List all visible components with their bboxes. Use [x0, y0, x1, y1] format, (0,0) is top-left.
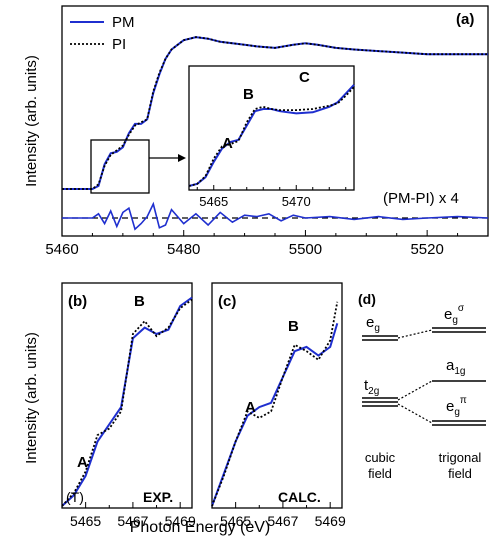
panel-a: 5460 5480 5500 5520 (a) PM PI 5465 5470 A B …	[23, 5, 489, 258]
panel-c-peak-b: B	[288, 318, 299, 335]
panel-b-frame	[61, 282, 193, 509]
inset: 5465 5470 A B C	[188, 65, 355, 209]
a1g-label: a1g	[446, 357, 465, 377]
panel-a-xtick-label: 5480	[167, 241, 200, 258]
panel-c-label: (c)	[218, 293, 236, 310]
xlabel-bottom: Photon Energy (eV)	[130, 519, 271, 536]
inset-label-a: A	[222, 135, 233, 152]
inset-label-c: C	[299, 69, 310, 86]
series-pi-line	[62, 36, 488, 190]
eg-pi-label: egπ	[446, 395, 467, 418]
eg-label: eg	[366, 314, 380, 334]
ylabel-top: Intensity (arb. units)	[23, 55, 40, 187]
panel-c-xtick-label: 5467	[267, 513, 298, 529]
eg-sigma-label: egσ	[444, 303, 465, 326]
ylabel-bottom: Intensity (arb. units)	[23, 332, 40, 464]
legend: PM PI	[70, 14, 135, 53]
panel-a-xtick-label: 5460	[45, 241, 78, 258]
legend-pi-label: PI	[112, 36, 126, 53]
panel-b-xtick-label: 5467	[117, 513, 148, 529]
panel-c-series-pm-line	[211, 323, 339, 507]
panel-d-diagram: (d) eg t2g egσ a1g egπ cubic field trigo…	[358, 291, 486, 481]
panel-c-badge: CALC.	[278, 489, 321, 505]
panel-a-label: (a)	[456, 11, 474, 28]
panel-d-label: (d)	[358, 291, 376, 307]
panel-c-peak-a: A	[245, 399, 256, 416]
zoom-box	[90, 139, 150, 194]
trigonal-field-label-1: trigonal	[439, 450, 482, 465]
panel-c-series-pi-line	[211, 301, 339, 507]
difference-label: (PM-PI) x 4	[383, 190, 459, 207]
inset-xtick-label: 5465	[199, 194, 228, 209]
cubic-field-label-2: field	[368, 466, 392, 481]
inset-xtick-label: 5470	[282, 194, 311, 209]
panel-b-series-pi-line	[61, 298, 193, 507]
cubic-field-label-1: cubic	[365, 450, 396, 465]
legend-pm-label: PM	[112, 14, 135, 31]
panel-a-xtick-label: 5500	[289, 241, 322, 258]
series-difference-line	[62, 201, 489, 231]
panel-b-xtick-label: 5469	[165, 513, 196, 529]
a1g-connector	[397, 380, 433, 401]
trigonal-field-label-2: field	[448, 466, 472, 481]
panel-b: 5465 5467 5469 (b) B A (T) EXP.	[61, 282, 196, 529]
inset-series-pm-line	[188, 84, 355, 187]
inset-series-pi-line	[188, 86, 355, 187]
panel-b-xtick-label: 5465	[70, 513, 101, 529]
panel-b-series-pm-line	[61, 296, 193, 507]
t2g-label: t2g	[364, 377, 379, 397]
inset-label-b: B	[243, 86, 254, 103]
panel-b-peak-a: A	[77, 454, 88, 471]
panel-c: 5465 5467 5469 (c) B A CALC.	[211, 282, 346, 529]
panel-b-badge: EXP.	[143, 489, 173, 505]
zoom-arrowhead	[178, 154, 186, 162]
panel-b-corner-label: (T)	[66, 489, 84, 505]
eg-connector	[397, 329, 433, 339]
panel-a-xtick-label: 5520	[410, 241, 443, 258]
panel-c-frame	[211, 282, 343, 509]
panel-c-xtick-label: 5469	[315, 513, 346, 529]
egpi-connector	[397, 403, 433, 424]
panel-b-peak-b: B	[134, 293, 145, 310]
panel-c-xtick-label: 5465	[220, 513, 251, 529]
inset-frame	[188, 65, 355, 191]
series-pm-line	[62, 36, 488, 190]
panel-b-label: (b)	[68, 293, 87, 310]
